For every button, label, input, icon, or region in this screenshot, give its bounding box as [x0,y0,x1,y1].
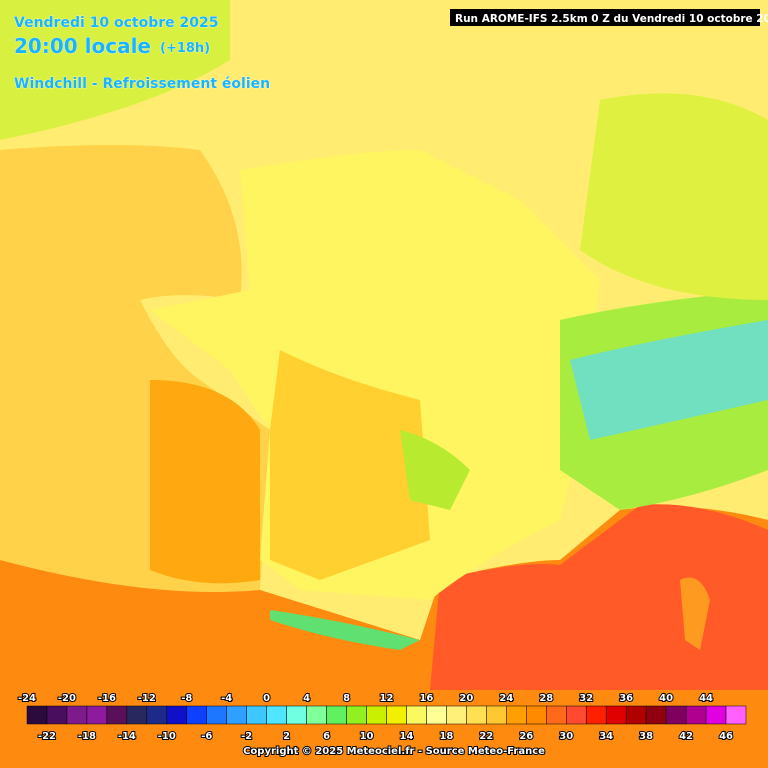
corsica [680,577,710,650]
legend-cell [146,705,168,725]
run-box [450,9,760,26]
legend-cell [166,705,188,725]
legend-cell [126,705,148,725]
legend-label: -8 [181,693,192,704]
legend-cell [306,705,327,725]
legend-label: 42 [679,731,693,742]
legend-cell [566,705,587,725]
legend-label: -2 [241,731,252,742]
legend-cell [326,705,347,725]
copyright: Copyright © 2025 Meteociel.fr - Source M… [243,746,545,757]
legend-cell [206,705,227,725]
legend-cell [705,705,727,725]
legend-cell [446,705,467,725]
legend-label: 8 [343,693,350,704]
legend-cell [605,705,627,725]
legend-label: 22 [479,731,493,742]
forecast-date: Vendredi 10 octobre 2025 [14,15,219,31]
legend-cell [46,705,68,725]
legend-cell [546,705,567,725]
legend-label: 46 [719,731,733,742]
legend-label: -6 [201,731,212,742]
legend-cell [526,705,547,725]
legend-cell [426,705,447,725]
legend-label: 12 [380,693,394,704]
legend-cell [346,705,367,725]
run-info: Run AROME-IFS 2.5km 0 Z du Vendredi 10 o… [455,13,768,25]
legend-label: 4 [303,693,310,704]
legend-cell [466,705,487,725]
legend-label: 10 [360,731,374,742]
legend-label: 18 [439,731,453,742]
legend-label: 32 [579,693,593,704]
legend-cell [226,705,247,725]
germany [580,93,768,300]
legend-label: -24 [18,693,36,704]
legend-label: 26 [519,731,533,742]
legend-cell [286,705,307,725]
legend-cell [685,705,707,725]
france [150,150,600,600]
terrain-north [0,0,230,140]
legend-label: 20 [459,693,473,704]
legend-cell [645,705,667,725]
biscay [150,380,260,584]
legend-cell [585,705,607,725]
mediterranean [430,504,768,690]
legend-cell [246,705,267,725]
legend-label: 34 [599,731,613,742]
legend-label: 0 [263,693,270,704]
legend-label: 24 [499,693,513,704]
legend-label: 40 [659,693,673,704]
southwest-france [270,350,430,580]
legend-label: -14 [118,731,136,742]
legend-cell [106,705,128,725]
legend-label: -20 [58,693,76,704]
legend-label: -22 [38,731,56,742]
legend-cell [266,705,287,725]
legend-label: -4 [221,693,232,704]
legend-cell [665,705,687,725]
legend-cell [86,705,108,725]
parameter-name: Windchill - Refroissement éolien [14,76,270,92]
legend-cell [66,705,88,725]
legend-label: 14 [400,731,414,742]
legend-label: 38 [639,731,653,742]
legend-cell [506,705,527,725]
legend-label: -10 [158,731,176,742]
legend-cell [625,705,647,725]
legend-label: -18 [78,731,96,742]
legend-label: 6 [323,731,330,742]
legend-label: 28 [539,693,553,704]
legend-label: 44 [699,693,713,704]
high-alps [570,320,768,440]
forecast-time: 20:00 locale [14,34,151,58]
legend-cell [26,705,48,725]
forecast-lead: (+18h) [160,41,210,56]
legend-label: -12 [138,693,156,704]
pyrenees [270,610,420,650]
legend-cell [386,705,407,725]
legend-cell [406,705,427,725]
legend-label: 36 [619,693,633,704]
legend-cell [366,705,387,725]
legend-cell [486,705,507,725]
legend-cell [186,705,207,725]
legend-label: 16 [419,693,433,704]
legend-label: 2 [283,731,290,742]
legend-label: 30 [559,731,573,742]
legend-cell [725,705,747,725]
massif-central [400,430,470,510]
legend-label: -16 [98,693,116,704]
